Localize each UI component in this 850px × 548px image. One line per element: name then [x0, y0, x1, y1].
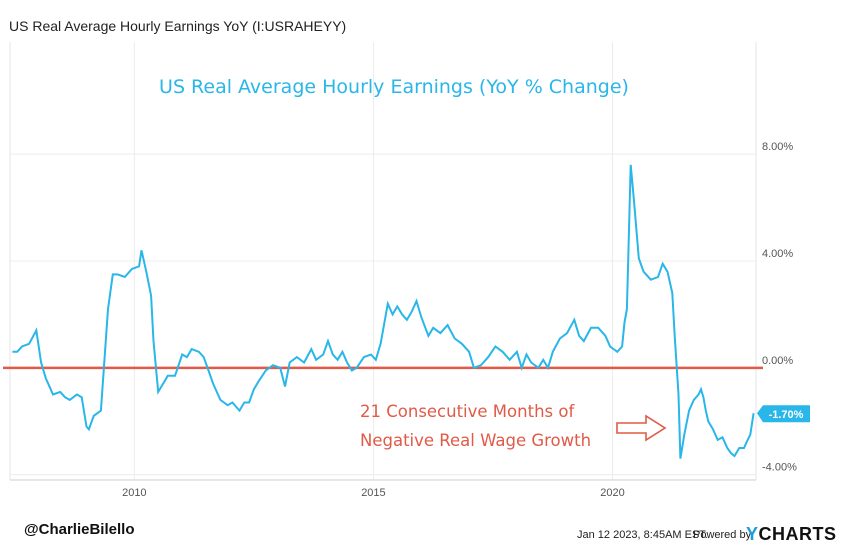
y-tick-label: 8.00% — [762, 141, 793, 153]
author-handle: @CharlieBilello — [24, 521, 135, 538]
x-tick-label: 2020 — [600, 487, 624, 499]
annotation: 21 Consecutive Months of Negative Real W… — [360, 402, 667, 450]
y-tick-label: -4.00% — [762, 462, 797, 474]
ycharts-logo[interactable]: YCHARTS — [746, 524, 837, 544]
last-value-badge-shape — [757, 405, 810, 423]
annotation-line-2: Negative Real Wage Growth — [360, 431, 591, 450]
x-tick-label: 2015 — [361, 487, 385, 499]
last-value-badge: -1.70% — [757, 405, 810, 423]
annotation-line-1: 21 Consecutive Months of — [360, 402, 575, 421]
axes: 2010 2015 2020 8.00% 4.00% 0.00% -4.00% — [10, 141, 797, 499]
footer-timestamp: Jan 12 2023, 8:45AM EST. — [577, 529, 708, 541]
last-value-label: -1.70% — [769, 409, 804, 421]
y-tick-label: 0.00% — [762, 355, 793, 367]
y-tick-label: 4.00% — [762, 248, 793, 260]
chart-title: US Real Average Hourly Earnings (YoY % C… — [159, 76, 629, 98]
chart-header-title: US Real Average Hourly Earnings YoY (I:U… — [9, 18, 347, 34]
annotation-arrow — [616, 414, 667, 442]
powered-by-text: Powered by — [693, 529, 752, 541]
x-tick-label: 2010 — [122, 487, 146, 499]
series-line — [12, 164, 755, 459]
